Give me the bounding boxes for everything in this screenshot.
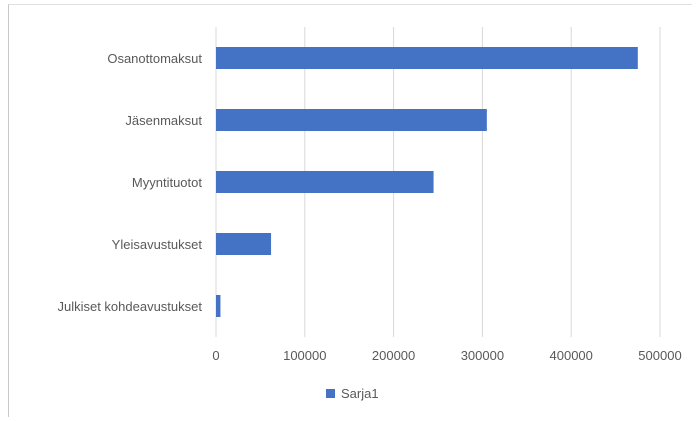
category-label: Yleisavustukset: [112, 237, 203, 252]
x-tick-label: 200000: [372, 348, 415, 363]
category-label: Julkiset kohdeavustukset: [57, 299, 202, 314]
x-tick-label: 500000: [638, 348, 681, 363]
x-tick-label: 400000: [550, 348, 593, 363]
category-label: Osanottomaksut: [107, 51, 202, 66]
bar: [216, 171, 434, 193]
bar: [216, 47, 638, 69]
chart-frame: [8, 4, 692, 417]
x-tick-label: 100000: [283, 348, 326, 363]
bar: [216, 109, 487, 131]
legend: Sarja1: [326, 386, 379, 401]
x-tick-label: 300000: [461, 348, 504, 363]
bars: [216, 47, 638, 317]
legend-label: Sarja1: [341, 386, 379, 401]
x-tick-label: 0: [212, 348, 219, 363]
category-labels: Osanottomaksut Jäsenmaksut Myyntituotot Yle…: [57, 51, 202, 314]
bar: [216, 233, 272, 255]
bar: [216, 295, 221, 317]
legend-swatch: [326, 389, 335, 398]
x-tick-labels: 0 100000 200000 300000 400000 500000: [212, 348, 681, 363]
category-label: Jäsenmaksut: [125, 113, 202, 128]
category-label: Myyntituotot: [132, 175, 202, 190]
